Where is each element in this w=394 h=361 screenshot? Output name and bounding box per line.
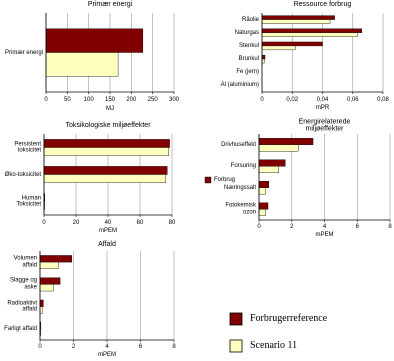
x-tick-label: 0,04: [316, 96, 329, 103]
category-label: Stenkul: [238, 42, 259, 49]
bar: [43, 139, 170, 148]
x-tick-label: 150: [104, 96, 116, 103]
bar: [258, 159, 286, 167]
x-tick-label: 40: [104, 219, 112, 226]
chart-title: Energirelaterede miljøeffekter: [298, 118, 351, 133]
chart-title: Primær energi: [87, 0, 133, 8]
category-label: Næringssalt: [223, 184, 256, 191]
x-axis-label: mPEM: [98, 351, 116, 358]
category-label: Fotokemisk ozon: [225, 202, 256, 216]
category-label: Al (aluminium): [220, 82, 259, 89]
bar: [258, 209, 266, 216]
bar: [261, 45, 296, 51]
bar: [39, 299, 44, 307]
bar: [261, 32, 358, 37]
category-label: Naturgas: [234, 29, 259, 36]
bar: [39, 261, 59, 270]
bar: [258, 181, 270, 188]
x-tick-label: 6: [355, 223, 359, 230]
x-axis-label: mPEM: [315, 231, 334, 238]
category-label: Volumen affald: [13, 255, 37, 269]
bar: [43, 174, 166, 183]
bar: [43, 166, 168, 175]
x-tick-label: 250: [147, 96, 158, 103]
category-label: Forsuring: [230, 163, 256, 169]
bar: [261, 41, 323, 47]
x-axis-label: MJ: [106, 105, 114, 112]
x-tick-label: 200: [126, 96, 137, 103]
x-tick-label: 8: [388, 223, 392, 230]
category-label: Primær energi: [4, 49, 43, 56]
x-tick-label: 0,02: [286, 96, 299, 103]
x-tick-label: 80: [168, 219, 176, 226]
x-tick-label: 0,08: [377, 96, 389, 103]
x-tick-label: 0,06: [346, 96, 359, 103]
category-label: Øko-toksicitet: [4, 171, 41, 178]
legend-label: Scenario 11: [250, 339, 298, 351]
x-tick-label: 2: [290, 223, 294, 230]
category-label: Råolie: [241, 16, 259, 23]
bar: [258, 138, 314, 145]
bar: [39, 277, 61, 285]
chart-title: Ressource forbrug: [293, 0, 352, 8]
legend-label: Forbrug: [214, 176, 236, 183]
category-label: Slagge og aske: [9, 277, 37, 291]
category-label: Human Toksicitet: [16, 195, 41, 208]
x-tick-label: 4: [105, 343, 109, 350]
bar: [45, 28, 144, 53]
x-tick-label: 0: [44, 96, 48, 103]
x-tick-label: 60: [136, 219, 144, 226]
x-tick-label: 0: [38, 343, 42, 350]
x-tick-label: 0: [260, 96, 264, 103]
x-tick-label: 4: [322, 223, 327, 230]
chart-title: Toksikologiske miljøeffekter: [65, 121, 151, 129]
bar: [261, 28, 363, 33]
legend-swatch: [204, 176, 212, 184]
x-tick-label: 100: [83, 96, 94, 103]
legend-label: Forbrugerreference: [250, 312, 328, 324]
bar: [261, 15, 335, 20]
bar: [258, 187, 266, 195]
chart-title: Affald: [98, 240, 116, 248]
bar: [261, 54, 266, 60]
x-tick-label: 8: [172, 343, 176, 350]
x-tick-label: 50: [63, 96, 71, 103]
x-tick-label: 2: [71, 343, 76, 350]
bar: [45, 52, 119, 77]
bar: [258, 202, 269, 210]
x-tick-label: 0: [257, 223, 261, 230]
x-tick-label: 20: [72, 219, 80, 226]
category-label: Fe (jern): [236, 69, 259, 75]
bar: [258, 144, 299, 152]
category-label: Persistent toksicitet: [14, 141, 41, 154]
bar: [39, 255, 73, 263]
x-axis-label: mPR: [315, 104, 330, 111]
legend-swatch: [229, 312, 243, 326]
x-tick-label: 0: [42, 219, 46, 226]
x-tick-label: 6: [138, 343, 143, 350]
legend-swatch: [229, 339, 243, 353]
category-label: Radioaktivt affald: [7, 300, 37, 313]
bar: [39, 284, 54, 292]
x-axis-label: mPEM: [99, 227, 117, 234]
bar: [43, 147, 170, 156]
category-label: Drivhuseffekt: [221, 141, 256, 148]
x-tick-label: 300: [168, 96, 180, 103]
bar: [258, 166, 279, 173]
category-label: Farligt affald: [4, 325, 37, 332]
bar: [261, 19, 331, 24]
category-label: Brunkul: [238, 55, 259, 62]
